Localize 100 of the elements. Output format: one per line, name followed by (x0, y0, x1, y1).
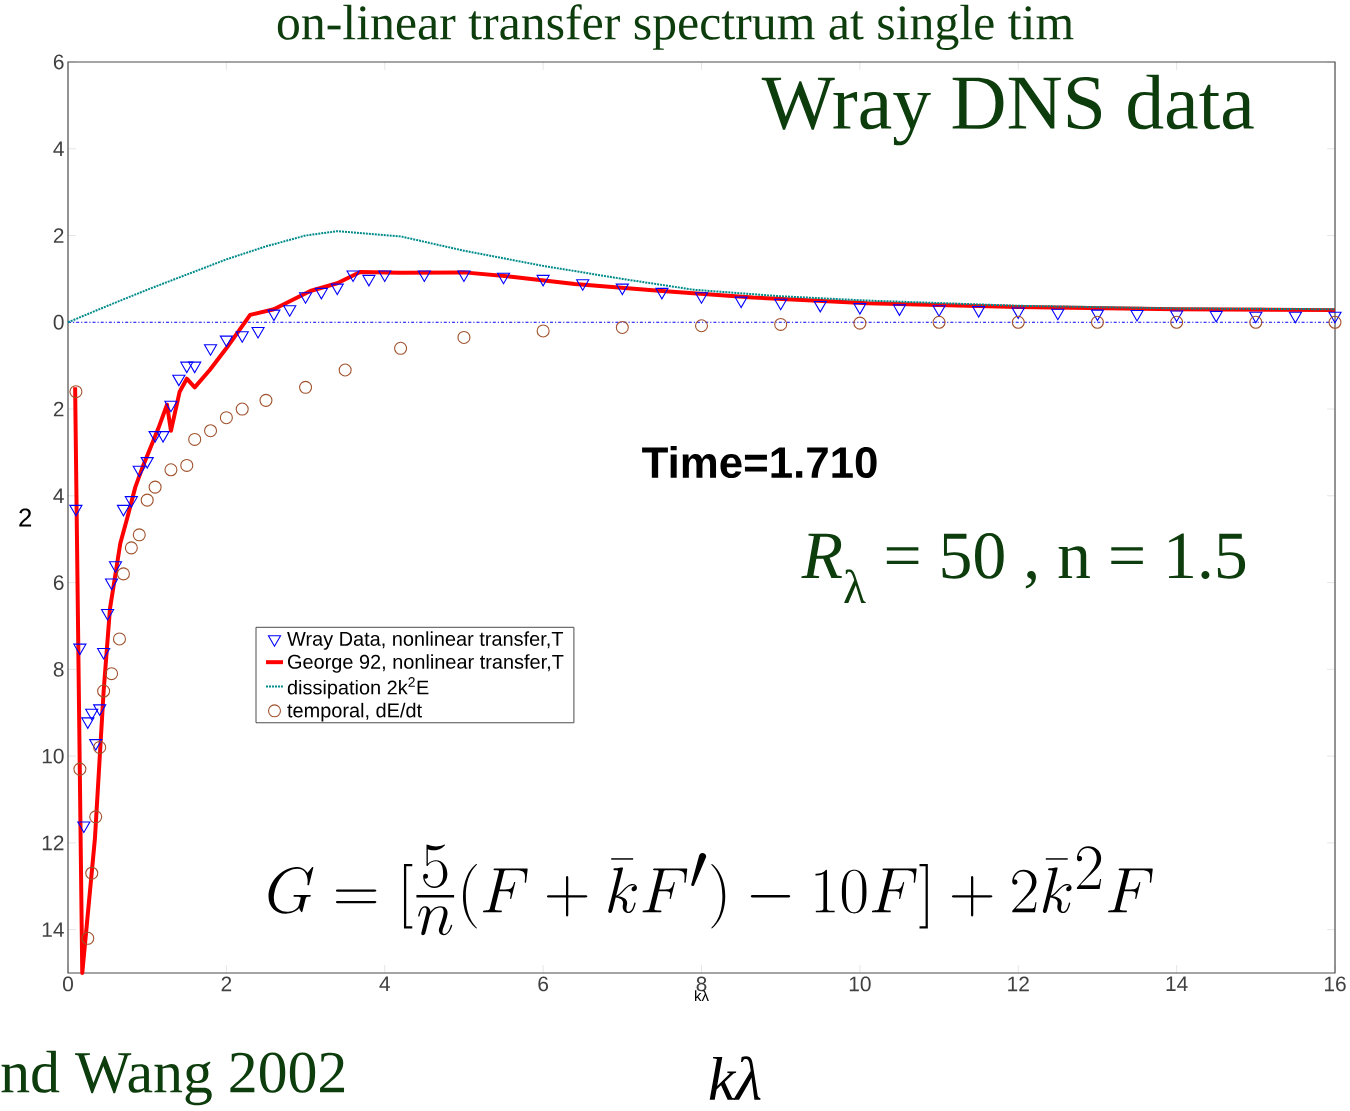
point (615, 320, 629, 335)
point (1130, 310, 1144, 322)
point (259, 393, 273, 407)
point (124, 496, 138, 508)
point (972, 306, 986, 318)
text: kλ (709, 1056, 761, 1100)
point (298, 292, 313, 304)
point (148, 431, 162, 443)
point (853, 316, 867, 330)
point (1011, 315, 1025, 329)
point (219, 335, 233, 348)
point (417, 270, 431, 283)
point (69, 504, 83, 517)
point (536, 274, 550, 287)
point (1328, 311, 1342, 324)
y-tick-label: 14 (42, 922, 64, 937)
point (892, 304, 907, 316)
point (1051, 308, 1065, 321)
point (85, 866, 99, 880)
point (203, 344, 218, 356)
point (85, 708, 99, 721)
point (132, 465, 146, 478)
point (1288, 311, 1302, 324)
point (69, 385, 83, 399)
x-tick-label: 10 (849, 976, 871, 992)
point (180, 361, 194, 374)
y-tick-label: 2 (53, 401, 64, 417)
point (362, 274, 376, 287)
point (346, 270, 360, 283)
point (116, 504, 131, 517)
point (251, 326, 265, 339)
y-tick-label: 2 (53, 228, 64, 243)
point (89, 810, 103, 824)
point (1011, 307, 1025, 319)
point (655, 287, 669, 300)
point (164, 463, 178, 477)
point (1249, 315, 1263, 329)
point (77, 821, 91, 834)
point (1090, 315, 1104, 329)
point (576, 279, 590, 291)
point (496, 272, 511, 285)
point (932, 305, 946, 317)
x-tick-label: 8 (696, 976, 707, 992)
point (1170, 315, 1184, 329)
point (188, 361, 202, 374)
point (853, 303, 867, 315)
point (112, 632, 126, 646)
chart-title: on-linear transfer spectrum at single tim (277, 4, 1074, 51)
y-tick-label: 4 (53, 488, 64, 503)
annotation: $G=[\frac{5}{n}(F+\bar{k}F')-10F]+2\bar{k}^{2}F$ (268, 844, 1153, 936)
y-tick-label: 8 (53, 661, 64, 677)
x-tick-label: 16 (1324, 976, 1346, 992)
point (101, 608, 115, 621)
x-tick-label: 14 (1166, 976, 1188, 991)
point (734, 296, 748, 309)
point (105, 667, 119, 681)
point (81, 931, 95, 945)
y-tick-label: 6 (53, 54, 64, 70)
point (394, 341, 408, 355)
point (694, 292, 709, 304)
legend-label: dissipation 2k$^{2}$E (287, 677, 429, 699)
point (104, 578, 119, 591)
point (219, 411, 233, 425)
point (1090, 309, 1105, 322)
y-tick-label: 12 (42, 835, 64, 851)
point (378, 270, 392, 283)
point (188, 432, 202, 446)
legend-label: Wray Data, nonlinear transfer,T (287, 631, 564, 650)
point (93, 740, 107, 754)
point (1249, 311, 1263, 324)
x-tick-label: 2 (221, 976, 232, 992)
point (164, 400, 178, 413)
point (338, 363, 352, 377)
point (235, 331, 249, 343)
point (93, 704, 107, 716)
point (1170, 310, 1184, 322)
point (148, 480, 162, 494)
point (1209, 310, 1223, 323)
point (330, 283, 344, 296)
point (774, 298, 788, 311)
point (267, 309, 281, 322)
text: nd Wang 2002 (1, 1050, 345, 1106)
point (73, 643, 87, 656)
point (140, 493, 154, 507)
point (314, 287, 328, 300)
point (283, 305, 297, 317)
point (116, 567, 130, 581)
point (299, 380, 313, 394)
point (774, 317, 788, 331)
y-tick-label: 4 (53, 141, 64, 156)
point (132, 528, 146, 542)
point (457, 270, 471, 283)
annotation: R$_{λ}$ = 50 , n = 1.5 (801, 533, 1246, 603)
y-tick-label: 0 (53, 314, 64, 330)
point (124, 541, 138, 555)
x-axis-title: kλ (695, 990, 709, 1001)
x-tick-label: 12 (1008, 976, 1029, 992)
legend-label: George 92, nonlinear transfer,T (288, 654, 564, 673)
point (813, 300, 827, 313)
point (172, 374, 186, 387)
